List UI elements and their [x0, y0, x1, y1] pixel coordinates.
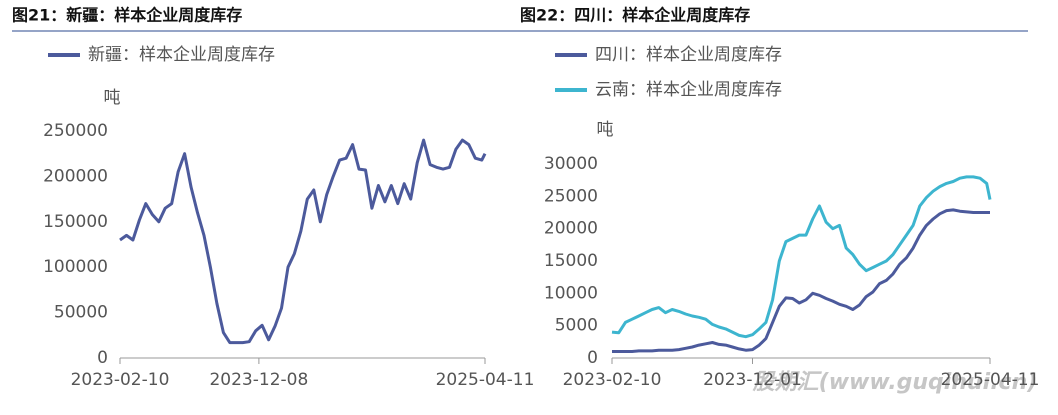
- x-tick-label: 2025-04-11: [941, 370, 1040, 390]
- y-tick-label: 25000: [544, 186, 598, 206]
- series-line: [119, 138, 487, 345]
- legend-label: 新疆：样本企业周度库存: [88, 45, 275, 65]
- x-tick-label: 2025-04-11: [436, 370, 535, 390]
- y-tick-label: 50000: [54, 303, 108, 323]
- chart-title: 图22：四川：样本企业周度库存: [520, 6, 750, 25]
- x-tick-label: 2023-02-10: [563, 370, 662, 390]
- series-line: [611, 175, 992, 339]
- y-unit: 吨: [597, 120, 614, 140]
- series-line: [612, 208, 990, 353]
- y-tick-label: 250000: [43, 121, 108, 141]
- y-tick-label: 0: [97, 348, 108, 368]
- y-tick-label: 30000: [544, 154, 598, 174]
- x-tick-label: 2023-02-10: [71, 370, 170, 390]
- x-tick-label: 2023-12-01: [703, 370, 802, 390]
- legend-label: 四川：样本企业周度库存: [595, 45, 782, 65]
- y-tick-label: 0: [587, 348, 598, 368]
- y-tick-label: 150000: [43, 212, 108, 232]
- y-tick-label: 10000: [544, 283, 598, 303]
- y-unit: 吨: [104, 88, 121, 108]
- x-tick-label: 2023-12-08: [209, 370, 308, 390]
- y-tick-label: 100000: [43, 257, 108, 277]
- y-tick-label: 15000: [544, 251, 598, 271]
- legend-label: 云南：样本企业周度库存: [595, 80, 782, 100]
- y-tick-label: 5000: [555, 316, 598, 336]
- y-tick-label: 200000: [43, 166, 108, 186]
- chart-title: 图21：新疆：样本企业周度库存: [12, 6, 242, 25]
- y-tick-label: 20000: [544, 219, 598, 239]
- watermark: 股期汇(www.guqihui.cn): [752, 370, 1038, 395]
